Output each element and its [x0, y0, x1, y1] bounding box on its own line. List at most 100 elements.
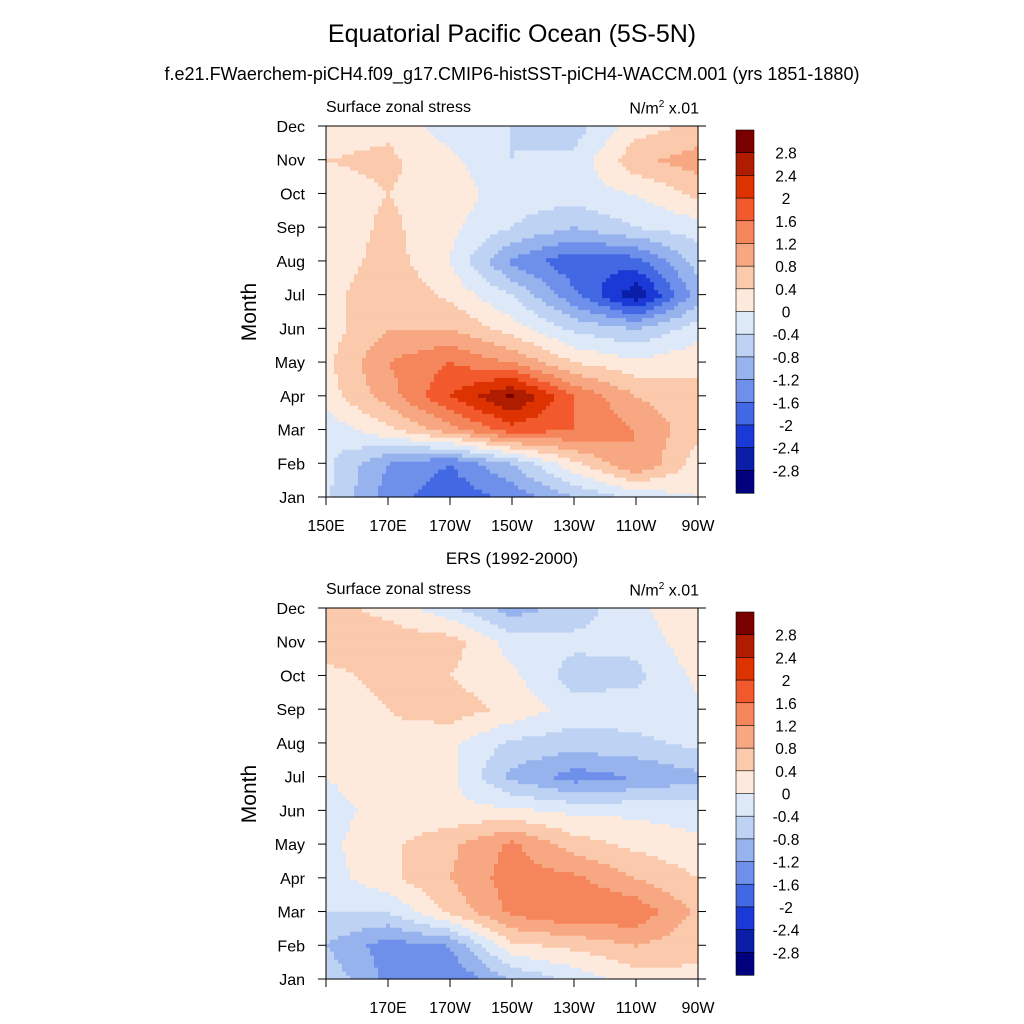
- heatmap-cell: [690, 302, 695, 307]
- heatmap-cell: [394, 425, 399, 430]
- heatmap-cell: [454, 365, 459, 370]
- heatmap-cell: [454, 421, 459, 426]
- heatmap-cell: [342, 429, 347, 434]
- heatmap-cell: [582, 433, 587, 438]
- heatmap-cell: [690, 397, 695, 402]
- heatmap-cell: [502, 409, 507, 414]
- heatmap-cell: [502, 469, 507, 474]
- heatmap-cell: [530, 385, 535, 390]
- heatmap-cell: [346, 389, 351, 394]
- heatmap-cell: [390, 310, 395, 315]
- heatmap-cell: [546, 377, 551, 382]
- heatmap-cell: [402, 401, 407, 406]
- heatmap-cell: [462, 290, 467, 295]
- heatmap-cell: [494, 333, 499, 338]
- heatmap-cell: [542, 429, 547, 434]
- heatmap-cell: [490, 425, 495, 430]
- heatmap-cell: [450, 365, 455, 370]
- heatmap-cell: [610, 481, 615, 486]
- heatmap-cell: [494, 485, 499, 490]
- heatmap-cell: [414, 373, 419, 378]
- heatmap-cell: [350, 461, 355, 466]
- heatmap-cell: [474, 337, 479, 342]
- heatmap-cell: [378, 449, 383, 454]
- heatmap-cell: [450, 341, 455, 346]
- heatmap-cell: [434, 473, 439, 478]
- heatmap-cell: [626, 441, 631, 446]
- heatmap-cell: [430, 365, 435, 370]
- heatmap-cell: [526, 433, 531, 438]
- heatmap-cell: [514, 357, 519, 362]
- heatmap-cell: [686, 425, 691, 430]
- heatmap-cell: [406, 325, 411, 330]
- heatmap-cell: [658, 294, 663, 299]
- heatmap-cell: [610, 413, 615, 418]
- heatmap-cell: [438, 469, 443, 474]
- heatmap-cell: [662, 465, 667, 470]
- heatmap-cell: [430, 457, 435, 462]
- heatmap-cell: [482, 349, 487, 354]
- heatmap-cell: [590, 349, 595, 354]
- heatmap-cell: [406, 286, 411, 291]
- heatmap-cell: [486, 298, 491, 303]
- heatmap-cell: [358, 393, 363, 398]
- heatmap-cell: [426, 310, 431, 315]
- heatmap-cell: [478, 473, 483, 478]
- heatmap-cell: [594, 369, 599, 374]
- heatmap-cell: [518, 345, 523, 350]
- heatmap-cell: [418, 377, 423, 382]
- heatmap-cell: [582, 445, 587, 450]
- heatmap-cell: [550, 449, 555, 454]
- heatmap-cell: [670, 310, 675, 315]
- heatmap-cell: [522, 282, 527, 287]
- heatmap-cell: [682, 341, 687, 346]
- heatmap-cell: [402, 377, 407, 382]
- heatmap-cell: [594, 469, 599, 474]
- heatmap-cell: [530, 317, 535, 322]
- heatmap-cell: [506, 489, 511, 494]
- heatmap-cell: [426, 453, 431, 458]
- heatmap-cell: [466, 397, 471, 402]
- heatmap-cell: [474, 302, 479, 307]
- heatmap-cell: [602, 437, 607, 442]
- heatmap-cell: [474, 417, 479, 422]
- heatmap-cell: [526, 321, 531, 326]
- heatmap-cell: [530, 369, 535, 374]
- heatmap-cell: [458, 417, 463, 422]
- heatmap-cell: [502, 381, 507, 386]
- heatmap-cell: [354, 298, 359, 303]
- heatmap-cell: [634, 453, 639, 458]
- heatmap-cell: [530, 373, 535, 378]
- heatmap-cell: [642, 302, 647, 307]
- heatmap-cell: [646, 337, 651, 342]
- heatmap-cell: [638, 325, 643, 330]
- heatmap-cell: [590, 413, 595, 418]
- heatmap-cell: [678, 449, 683, 454]
- heatmap-cell: [506, 369, 511, 374]
- heatmap-cell: [382, 469, 387, 474]
- heatmap-cell: [590, 461, 595, 466]
- heatmap-cell: [602, 485, 607, 490]
- heatmap-cell: [406, 405, 411, 410]
- heatmap-cell: [442, 425, 447, 430]
- heatmap-cell: [578, 397, 583, 402]
- heatmap-cell: [486, 425, 491, 430]
- heatmap-cell: [686, 489, 691, 494]
- heatmap-cell: [642, 453, 647, 458]
- heatmap-cell: [682, 445, 687, 450]
- heatmap-cell: [550, 445, 555, 450]
- heatmap-cell: [326, 310, 331, 315]
- heatmap-cell: [658, 425, 663, 430]
- heatmap-cell: [686, 357, 691, 362]
- heatmap-cell: [662, 457, 667, 462]
- heatmap-cell: [634, 393, 639, 398]
- heatmap-cell: [642, 465, 647, 470]
- heatmap-cell: [358, 321, 363, 326]
- heatmap-cell: [386, 413, 391, 418]
- heatmap-cell: [638, 409, 643, 414]
- heatmap-cell: [666, 294, 671, 299]
- heatmap-cell: [418, 465, 423, 470]
- heatmap-cell: [634, 457, 639, 462]
- heatmap-cell: [538, 409, 543, 414]
- heatmap-cell: [418, 353, 423, 358]
